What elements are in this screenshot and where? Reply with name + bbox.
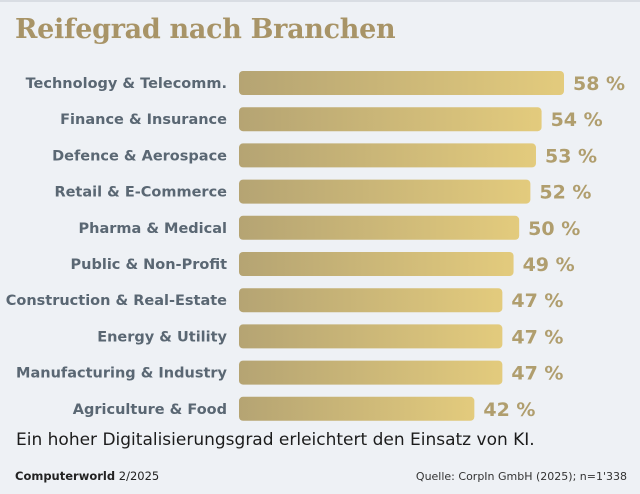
bar xyxy=(239,360,503,385)
category-label: Pharma & Medical xyxy=(79,221,227,237)
category-label: Technology & Telecomm. xyxy=(26,76,227,92)
bar xyxy=(239,71,564,95)
category-label: Defence & Aerospace xyxy=(52,148,227,164)
value-label: 49 % xyxy=(523,254,575,276)
bar xyxy=(239,324,503,349)
category-label: Public & Non-Profit xyxy=(71,257,228,273)
value-label: 58 % xyxy=(573,73,625,95)
source-note: Quelle: CorpIn GmbH (2025); n=1'338 xyxy=(415,470,627,483)
value-label: 47 % xyxy=(511,290,563,312)
bar xyxy=(239,252,514,276)
publication-name: Computerworld xyxy=(15,469,116,483)
category-label: Agriculture & Food xyxy=(73,402,227,418)
publication-credit: Computerworld 2/2025 xyxy=(15,469,159,483)
category-label: Finance & Insurance xyxy=(60,112,227,128)
bar xyxy=(239,288,503,313)
bar xyxy=(239,107,542,132)
value-label: 50 % xyxy=(528,218,580,240)
category-label: Construction & Real-Estate xyxy=(6,293,227,309)
category-label: Retail & E-Commerce xyxy=(54,185,227,201)
category-label: Manufacturing & Industry xyxy=(16,366,227,382)
value-label: 42 % xyxy=(483,399,535,421)
bar xyxy=(239,396,475,421)
publication-issue: 2/2025 xyxy=(118,469,160,483)
top-divider xyxy=(0,0,640,2)
value-label: 47 % xyxy=(511,326,563,348)
chart-title: Reifegrad nach Branchen xyxy=(15,14,396,45)
chart-caption: Ein hoher Digitalisierungsgrad erleichte… xyxy=(16,430,535,450)
bar xyxy=(239,215,520,240)
value-label: 47 % xyxy=(511,363,563,385)
category-label: Energy & Utility xyxy=(97,329,227,345)
bar xyxy=(239,179,531,204)
value-label: 54 % xyxy=(551,109,603,131)
value-label: 53 % xyxy=(545,145,597,167)
value-label: 52 % xyxy=(539,182,591,204)
bar xyxy=(239,143,536,168)
